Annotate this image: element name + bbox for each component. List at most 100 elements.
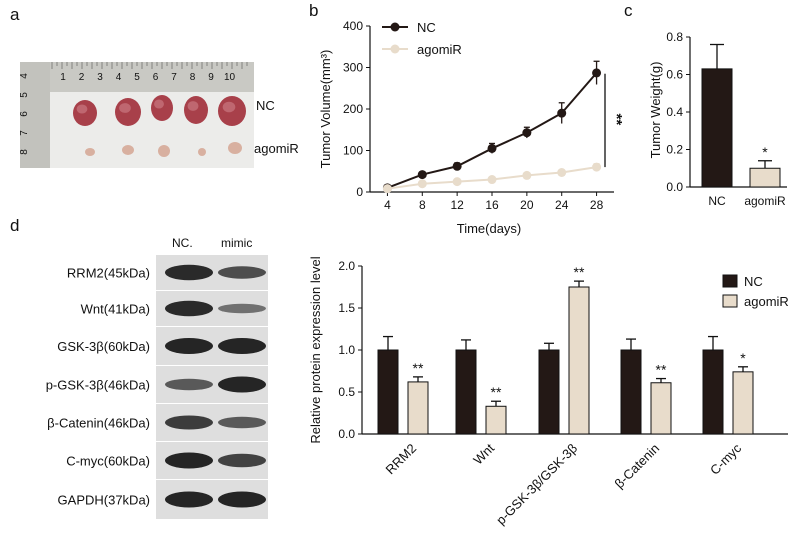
bar [485,405,507,435]
significance-marker: ** [656,362,667,378]
y-tick-label: 0.5 [338,385,355,399]
y-axis-label: Relative protein expression level [308,256,323,443]
x-tick-label: 8 [419,198,426,212]
y-tick-label: 2.0 [338,259,355,273]
tumor-nc [151,95,173,121]
ruler-number: 4 [116,72,122,83]
data-point [557,167,567,177]
ruler-number: 5 [134,72,140,83]
band-nc [165,452,213,469]
category-label: p-GSK-3β/GSK-3β [493,441,580,528]
band-mimic [218,376,266,393]
bar [377,349,399,435]
x-tick-label: 4 [384,198,391,212]
ruler-side-number: 5 [19,92,30,98]
photo-label-agomir: agomiR [254,141,299,156]
bar [568,286,590,435]
bar [455,349,477,435]
y-tick-label: 200 [343,102,363,116]
y-tick-label: 0.2 [666,143,683,157]
ruler-side-number: 4 [19,73,30,79]
tumor-highlight [187,101,199,111]
band-nc [165,415,213,430]
bar [702,349,724,435]
tumor-weight-chart: 0.0 0.2 0.4 0.6 0.8 Tumor Weight(g) NC agomiR * [648,30,787,208]
band-mimic [218,303,266,314]
bar [701,68,733,188]
panel-letter-c: c [624,1,633,20]
panel-letter-a: a [10,5,20,24]
legend-marker [390,22,400,32]
blot-row-label: GSK-3β(60kDa) [57,339,150,354]
data-point [487,143,497,153]
band-mimic [218,416,266,429]
significance-marker: ** [491,384,502,400]
y-tick-label: 0.6 [666,68,683,82]
bar [650,382,672,435]
blot-row-label: GAPDH(37kDa) [58,493,150,508]
y-tick-label: 0.0 [338,427,355,441]
ruler-number: 6 [153,72,159,83]
blot-row-label: RRM2(45kDa) [67,266,150,281]
ruler-number: 10 [224,72,236,83]
ruler-number: 1 [60,72,66,83]
ruler-side-number: 6 [19,111,30,117]
tumor-highlight [154,99,164,109]
legend-swatch [722,294,738,308]
x-tick-label: 12 [450,198,464,212]
category-label: C-myc [707,440,745,478]
data-point [382,184,392,194]
legend-label: agomiR [417,42,462,57]
data-point [452,177,462,187]
data-point [557,108,567,118]
data-point [417,179,427,189]
ruler-number: 2 [79,72,85,83]
bar [538,349,560,435]
y-axis-label: Tumor Weight(g) [648,62,663,159]
data-point [452,161,462,171]
panel-letter-d: d [10,216,19,235]
ruler-number: 8 [190,72,196,83]
ruler-number: 3 [97,72,103,83]
tumor-agomir [85,148,95,156]
x-tick-label: 28 [590,198,604,212]
band-nc [165,491,213,508]
tumor-highlight [76,104,88,114]
protein-expression-chart: 0.0 0.5 1.0 1.5 2.0 Relative protein expressi… [308,256,789,527]
x-tick-label: 20 [520,198,534,212]
band-mimic [218,266,266,279]
y-tick-label: 0.0 [666,180,683,194]
y-tick-label: 0 [356,185,363,199]
legend-marker [390,44,400,54]
ruler-vertical [20,62,50,168]
ruler-side-number: 8 [19,149,30,155]
y-tick-label: 0.4 [666,105,683,119]
legend-swatch [722,274,738,288]
data-point [592,162,602,172]
bar [620,349,642,435]
significance-marker: ** [413,360,424,376]
y-axis-label: Tumor Volume(mm³) [318,50,333,169]
y-tick-label: 300 [343,61,363,75]
band-nc [165,378,213,391]
category-label: β-Catenin [612,441,663,492]
bar [407,381,429,435]
band-nc [165,300,213,317]
data-point [487,175,497,185]
category-label: NC [708,194,726,208]
bar [749,167,781,188]
y-tick-label: 400 [343,19,363,33]
y-tick-label: 100 [343,144,363,158]
tumor-photo: 1 2 3 4 5 6 7 8 9 10 4 5 6 7 8 [19,62,254,168]
band-mimic [218,453,266,468]
tumor-agomir [158,145,170,157]
blot-col-label-mimic: mimic [221,236,252,250]
data-point [592,68,602,78]
significance-marker: ** [574,264,585,280]
significance-marker: ** [608,114,625,126]
significance-marker: * [740,350,746,366]
band-mimic [218,491,266,508]
tumor-agomir [228,142,242,154]
legend-label: agomiR [744,294,789,309]
panel-letter-b: b [309,1,318,20]
